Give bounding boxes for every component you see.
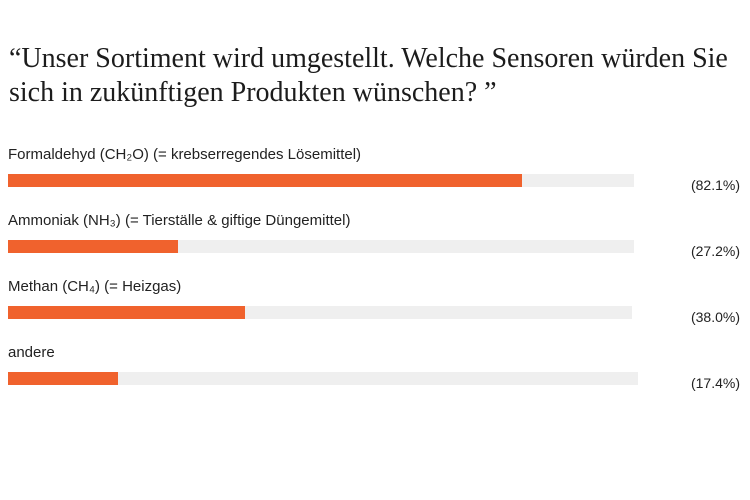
percentage-label: (82.1%): [690, 177, 740, 193]
option-label: andere: [8, 344, 55, 361]
poll-option-methan: Methan (CH₄) (= Heizgas) (38.0%): [0, 278, 750, 328]
percentage-label: (17.4%): [690, 375, 740, 391]
option-label: Methan (CH₄) (= Heizgas): [8, 278, 182, 295]
bar-track: [8, 240, 634, 253]
poll-option-formaldehyd: Formaldehyd (CH₂O) (= krebserregendes Lö…: [0, 146, 750, 196]
bar-track: [8, 174, 634, 187]
poll-option-ammoniak: Ammoniak (NH₃) (= Tierställe & giftige D…: [0, 212, 750, 262]
bar-fill: [8, 306, 245, 319]
option-label: Formaldehyd (CH₂O) (= krebserregendes Lö…: [8, 146, 362, 163]
poll-title: “Unser Sortiment wird umgestellt. Welche…: [9, 43, 728, 108]
option-label: Ammoniak (NH₃) (= Tierställe & giftige D…: [8, 212, 351, 229]
percentage-label: (38.0%): [690, 309, 740, 325]
percentage-label: (27.2%): [690, 243, 740, 259]
bar-track: [8, 306, 632, 319]
bar-fill: [8, 372, 118, 385]
bar-fill: [8, 174, 522, 187]
bar-fill: [8, 240, 178, 253]
bar-track: [8, 372, 638, 385]
poll-option-andere: andere (17.4%): [0, 344, 750, 394]
